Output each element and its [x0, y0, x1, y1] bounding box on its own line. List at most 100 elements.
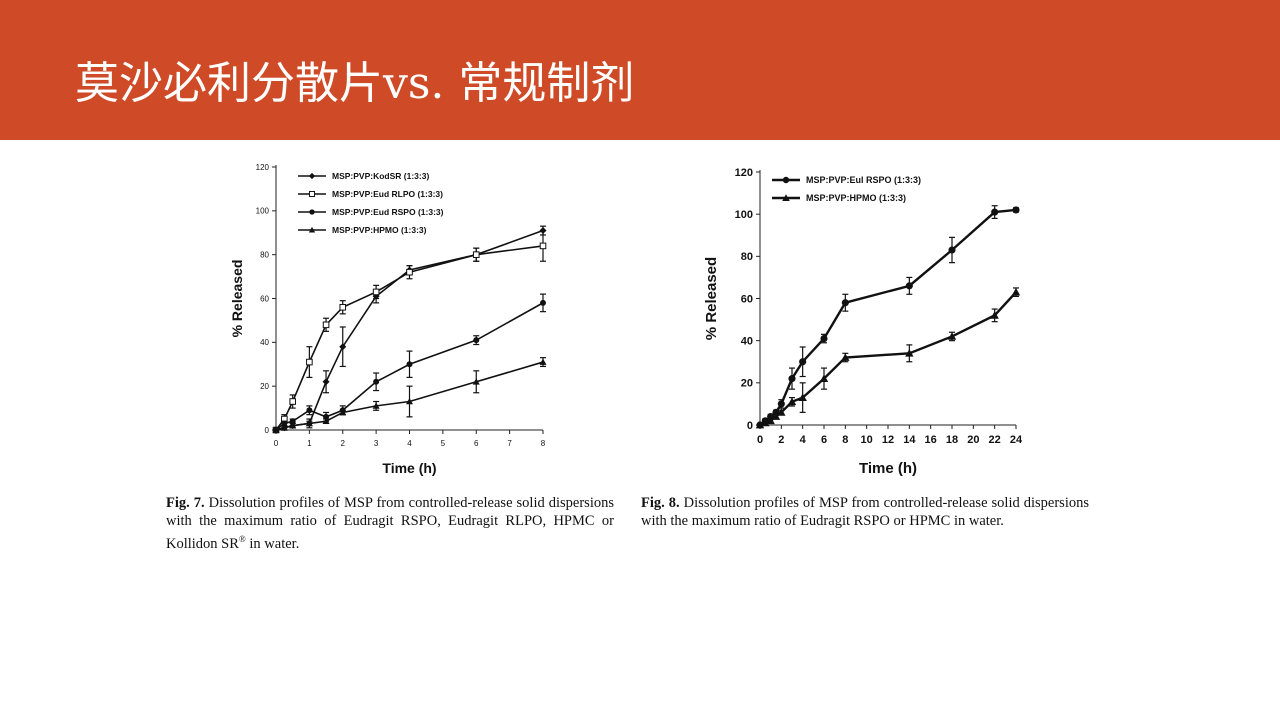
chart-2-series-1-point: [947, 332, 957, 340]
chart-1-series-2-point: [281, 420, 288, 427]
chart-1-series-2-point: [289, 418, 296, 425]
chart-2-series-0-point: [1012, 206, 1020, 214]
chart-2-series-1-point: [761, 418, 770, 427]
chart-1-series-1-point: [289, 398, 296, 405]
chart-2-x-axis-label: Time (h): [859, 460, 917, 477]
chart-2-series-0-point: [788, 375, 796, 383]
chart-fig7: 0 20 40 60 80 100 120 0 1 2 3 4 5 6 7 8 Time (h) % Releas…: [229, 163, 547, 476]
chart-1-series-3-point: [406, 398, 413, 405]
chart-2-x-tick-label: 20: [967, 434, 979, 446]
chart-2-x-tick-label: 24: [1010, 434, 1023, 446]
figure-7-tail: in water.: [245, 535, 300, 552]
chart-2-legend-0-marker: [782, 176, 790, 184]
title-bar: 莫沙必利分散片vs. 常规制剂: [0, 0, 1280, 140]
chart-1-series-2-point: [323, 413, 330, 420]
chart-2-x-tick-label: 6: [821, 434, 827, 446]
chart-1-legend-1-marker: [308, 190, 316, 198]
chart-1-series-3-point: [305, 419, 313, 427]
chart-1-series-2-point: [373, 378, 380, 385]
chart-2-series-0-point: [841, 299, 849, 307]
chart-2-series-1-line: [759, 291, 1017, 427]
chart-1-x-tick-label: 8: [541, 439, 546, 448]
chart-1-series-1-point: [472, 251, 480, 258]
chart-1-series-1-point: [306, 358, 313, 366]
chart-2-y-tick-label: 20: [741, 378, 753, 390]
chart-2-series-1-point: [787, 397, 797, 406]
chart-1-series-3-point: [289, 422, 297, 429]
chart-2-series-0-point: [905, 282, 913, 290]
chart-2-series-0-point: [799, 358, 807, 366]
chart-1-legend-3-marker: [308, 226, 316, 233]
chart-1-legend-3-label: MSP:PVP:HPMO (1:3:3): [332, 225, 427, 235]
chart-1-series-2-line: [275, 302, 544, 431]
chart-2-x-tick-label: 14: [903, 434, 916, 446]
chart-1-x-tick-label: 2: [341, 439, 346, 448]
figure-7-sup: ®: [238, 534, 246, 544]
figure-8-caption: Fig. 8. Dissolution profiles of MSP from…: [641, 494, 1089, 530]
chart-1-series-3-point: [339, 408, 347, 416]
chart-1-series-2-point: [406, 361, 413, 368]
chart-1-legend-1-label: MSP:PVP:Eud RLPO (1:3:3): [332, 189, 443, 199]
chart-2-x-tick-label: 4: [800, 434, 807, 446]
chart-1-x-tick-label: 6: [474, 439, 479, 448]
chart-1-x-tick-label: 1: [307, 439, 312, 448]
figure-8-label: Fig. 8.: [641, 495, 680, 511]
chart-1-series-1-point: [539, 242, 547, 250]
chart-2-legend-0-label: MSP:PVP:Eul RSPO (1:3:3): [806, 175, 921, 185]
chart-1-y-tick-label: 100: [256, 207, 270, 216]
chart-2-series-0-point: [991, 208, 999, 216]
chart-2-x-tick-label: 2: [778, 434, 784, 446]
chart-2-series-1-point: [771, 412, 781, 420]
chart-2-legend-1-marker: [782, 194, 790, 202]
chart-2-y-tick-label: 120: [735, 167, 753, 179]
chart-1-series-2-point: [306, 407, 313, 414]
chart-2-x-tick-label: 8: [842, 434, 848, 446]
chart-2-series-1-point: [777, 408, 786, 416]
chart-2-series-1-point: [1011, 287, 1021, 296]
slide-title: 莫沙必利分散片vs. 常规制剂: [75, 58, 635, 109]
chart-1-series-0-point: [322, 378, 330, 386]
chart-1-x-axis-label: Time (h): [382, 460, 436, 476]
chart-2-y-tick-label: 40: [741, 336, 753, 348]
chart-1-x-tick-label: 0: [274, 439, 279, 448]
chart-2-x-tick-label: 10: [861, 434, 873, 446]
chart-1-legend-2-label: MSP:PVP:Eud RSPO (1:3:3): [332, 207, 444, 217]
chart-2-series-1-point: [905, 349, 914, 357]
chart-1-y-tick-label: 40: [260, 338, 269, 347]
chart-1-series-3-point: [322, 417, 330, 425]
chart-2-series-0-point: [948, 246, 956, 254]
chart-1-legend-0-label: MSP:PVP:KodSR (1:3:3): [332, 171, 429, 181]
chart-1-y-axis-label: % Released: [229, 260, 245, 338]
chart-1-series-0-point: [339, 343, 347, 351]
chart-2-x-tick-label: 22: [989, 434, 1001, 446]
figure-8-text: Dissolution profiles of MSP from control…: [641, 495, 1089, 529]
chart-1-x-tick-label: 4: [407, 439, 412, 448]
chart-1-series-3-line: [275, 361, 544, 431]
chart-1-series-1-line: [275, 245, 544, 431]
chart-1-series-3-point: [272, 426, 280, 433]
chart-2-series-0-line: [759, 208, 1017, 426]
chart-1-legend-0-marker: [308, 172, 316, 180]
chart-2-x-tick-label: 12: [882, 434, 894, 446]
chart-2-series-1-point: [798, 393, 807, 401]
chart-2-x-tick-label: 16: [925, 434, 937, 446]
chart-2-y-tick-label: 80: [741, 251, 753, 263]
chart-1-series-1-point: [339, 303, 347, 311]
chart-2-series-1-point: [755, 420, 765, 429]
chart-1-y-tick-label: 20: [260, 382, 269, 391]
chart-1-series-1-point: [406, 268, 413, 276]
figure-7-caption: Fig. 7. Dissolution profiles of MSP from…: [166, 494, 614, 553]
chart-1-y-tick-label: 80: [260, 250, 269, 259]
chart-2-series-1-point: [990, 311, 999, 319]
chart-2-x-tick-label: 18: [946, 434, 958, 446]
chart-1-series-3-point: [280, 424, 288, 431]
chart-1-series-1-point: [322, 321, 330, 329]
chart-1-y-tick-label: 0: [265, 426, 270, 435]
chart-1-x-tick-label: 3: [374, 439, 379, 448]
chart-2-series-1-point: [819, 374, 829, 382]
chart-2-y-tick-label: 100: [735, 209, 753, 221]
chart-2-series-0-point: [820, 334, 828, 343]
chart-2-series-1-point: [841, 353, 850, 361]
chart-1-series-2-point: [473, 337, 480, 344]
